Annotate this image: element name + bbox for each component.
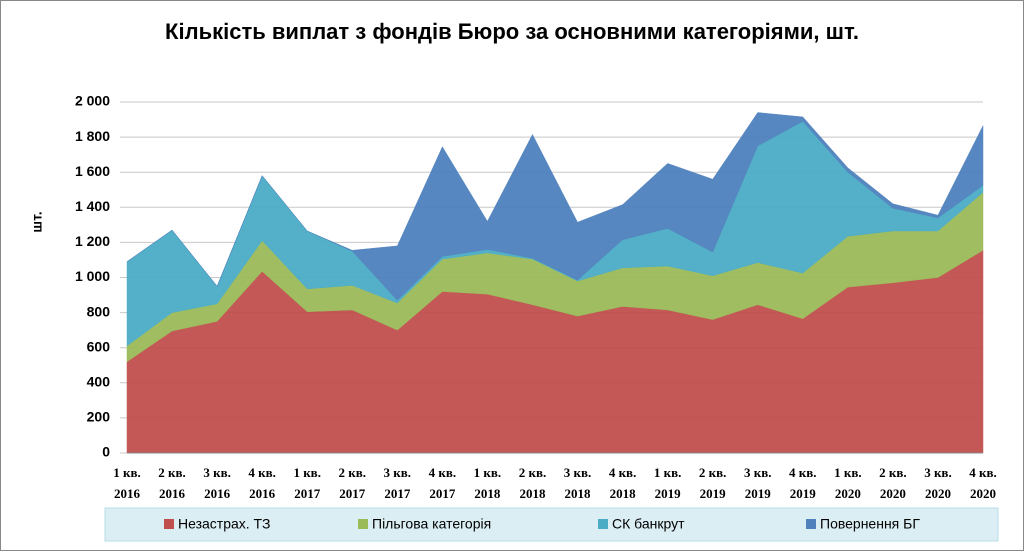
x-tick-label: 1 кв. bbox=[834, 465, 862, 480]
legend-swatch bbox=[164, 519, 174, 529]
x-tick-label: 4 кв. bbox=[429, 465, 457, 480]
x-tick-label: 2 кв. bbox=[158, 465, 186, 480]
y-tick-label: 200 bbox=[87, 409, 111, 425]
legend bbox=[104, 507, 999, 542]
y-axis-label: шт. bbox=[29, 211, 45, 232]
x-tick-label: 2 кв. bbox=[699, 465, 727, 480]
x-tick-label: 3 кв. bbox=[384, 465, 412, 480]
x-tick-label: 2016 bbox=[159, 486, 186, 501]
x-tick-label: 2020 bbox=[925, 486, 951, 501]
x-tick-label: 2020 bbox=[835, 486, 861, 501]
x-tick-label: 3 кв. bbox=[203, 465, 231, 480]
x-tick-label: 3 кв. bbox=[564, 465, 592, 480]
x-tick-label: 2016 bbox=[114, 486, 141, 501]
x-tick-label: 4 кв. bbox=[248, 465, 276, 480]
chart-title: Кількість виплат з фондів Бюро за основн… bbox=[165, 19, 859, 44]
x-tick-label: 2020 bbox=[970, 486, 996, 501]
legend-swatch bbox=[358, 519, 368, 529]
legend-label: СК банкрут bbox=[612, 516, 685, 532]
x-tick-label: 3 кв. bbox=[744, 465, 772, 480]
x-tick-label: 2 кв. bbox=[879, 465, 907, 480]
x-tick-label: 2016 bbox=[204, 486, 231, 501]
x-tick-label: 4 кв. bbox=[609, 465, 637, 480]
x-tick-label: 2019 bbox=[790, 486, 817, 501]
x-tick-label: 2018 bbox=[610, 486, 637, 501]
area bbox=[126, 112, 984, 301]
legend-label: Незастрах. ТЗ bbox=[178, 516, 270, 532]
x-tick-label: 2 кв. bbox=[339, 465, 367, 480]
legend-label: Повернення БГ bbox=[820, 516, 920, 532]
x-tick-label: 2020 bbox=[880, 486, 906, 501]
y-tick-label: 800 bbox=[87, 303, 111, 319]
x-tick-label: 2018 bbox=[474, 486, 501, 501]
y-tick-label: 0 bbox=[102, 444, 110, 460]
x-tick-label: 2017 bbox=[294, 486, 321, 501]
y-tick-label: 1 200 bbox=[75, 233, 110, 249]
x-tick-label: 2019 bbox=[745, 486, 772, 501]
x-tick-label: 2017 bbox=[384, 486, 411, 501]
x-tick-label: 2017 bbox=[429, 486, 456, 501]
y-tick-label: 1 400 bbox=[75, 198, 110, 214]
x-tick-label: 1 кв. bbox=[474, 465, 502, 480]
legend-label: Пільгова категорія bbox=[372, 516, 491, 532]
legend-swatch bbox=[806, 519, 816, 529]
x-tick-label: 2018 bbox=[519, 486, 546, 501]
y-tick-label: 1 600 bbox=[75, 163, 110, 179]
y-tick-label: 2 000 bbox=[75, 93, 110, 109]
x-tick-label: 2017 bbox=[339, 486, 366, 501]
x-tick-label: 2 кв. bbox=[519, 465, 547, 480]
x-tick-label: 4 кв. bbox=[789, 465, 817, 480]
x-tick-label: 1 кв. bbox=[113, 465, 141, 480]
y-tick-label: 1 000 bbox=[75, 268, 110, 284]
legend-swatch bbox=[598, 519, 608, 529]
x-tick-label: 4 кв. bbox=[969, 465, 997, 480]
x-tick-label: 2016 bbox=[249, 486, 276, 501]
y-tick-label: 1 800 bbox=[75, 128, 110, 144]
x-tick-label: 2019 bbox=[655, 486, 682, 501]
x-tick-label: 2019 bbox=[700, 486, 727, 501]
y-tick-label: 600 bbox=[87, 338, 111, 354]
x-tick-label: 1 кв. bbox=[654, 465, 682, 480]
y-tick-label: 400 bbox=[87, 374, 111, 390]
x-tick-label: 1 кв. bbox=[293, 465, 321, 480]
x-tick-label: 2018 bbox=[565, 486, 592, 501]
x-tick-label: 3 кв. bbox=[924, 465, 952, 480]
